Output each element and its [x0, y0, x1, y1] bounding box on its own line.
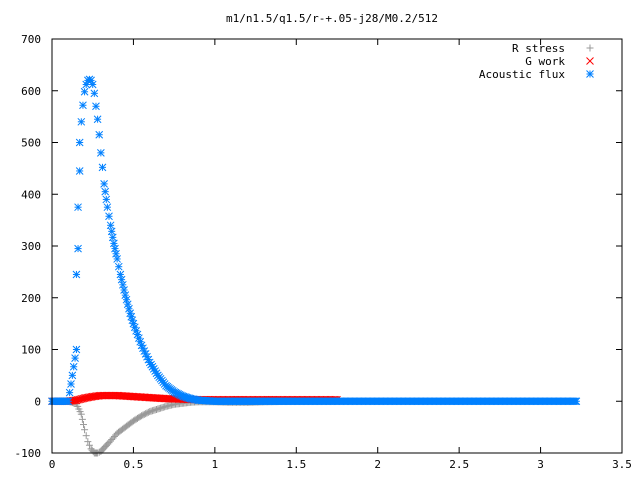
data-point [116, 270, 125, 279]
legend-marker [586, 70, 594, 78]
data-point [106, 221, 115, 230]
x-tick-label: 0 [49, 458, 56, 471]
x-tick-label: 2.5 [449, 458, 469, 471]
series-layer [48, 75, 581, 457]
data-point [572, 397, 581, 406]
data-point [75, 138, 84, 147]
y-tick-label: 100 [21, 344, 41, 357]
data-point [69, 362, 78, 371]
data-point [113, 255, 121, 263]
data-point [75, 167, 84, 175]
data-point [79, 101, 87, 110]
data-point [79, 421, 87, 429]
x-tick-label: 2 [374, 458, 381, 471]
data-point [105, 212, 113, 221]
data-point [81, 426, 89, 434]
data-point [85, 441, 93, 449]
y-tick-label: 700 [21, 33, 41, 46]
x-tick-label: 3 [537, 458, 544, 471]
data-point [120, 286, 128, 294]
data-point [92, 102, 100, 111]
data-point [65, 388, 74, 397]
data-point [78, 415, 86, 423]
data-point [111, 244, 119, 253]
data-point [84, 438, 92, 446]
x-tick-label: 1 [212, 458, 219, 471]
legend-marker [586, 44, 594, 52]
data-point [82, 432, 90, 440]
legend-label: G work [525, 55, 565, 68]
data-point [88, 80, 97, 89]
data-point [121, 291, 130, 300]
data-point [97, 148, 105, 157]
legend-label: Acoustic flux [479, 68, 565, 81]
legend-marker [586, 57, 594, 65]
data-point [74, 244, 82, 253]
y-tick-label: 200 [21, 292, 41, 305]
data-point [122, 295, 131, 304]
axis-ticks: 0 0.5 1 1.5 2 2.5 3 3.5 -100 0 100 200 300 400 500 600 7… [15, 33, 632, 471]
y-tick-label: 0 [34, 395, 41, 408]
data-point [93, 115, 102, 124]
data-point [100, 180, 108, 188]
y-tick-label: -100 [15, 447, 42, 460]
x-tick-label: 0.5 [123, 458, 143, 471]
data-point [68, 371, 77, 380]
x-tick-label: 3.5 [612, 458, 632, 471]
y-tick-label: 300 [21, 240, 41, 253]
series-acoustic-flux [48, 75, 581, 406]
data-point [112, 249, 120, 258]
data-point [71, 354, 79, 362]
data-point [90, 89, 99, 98]
legend-label: R stress [512, 42, 565, 55]
data-point [77, 117, 86, 126]
data-point [102, 195, 111, 204]
data-point [67, 380, 75, 388]
data-point [123, 300, 132, 309]
data-point [110, 239, 118, 248]
data-point [101, 187, 110, 196]
data-point [117, 275, 126, 284]
y-tick-label: 400 [21, 188, 41, 201]
chart-title: m1/n1.5/q1.5/r-+.05-j28/M0.2/512 [226, 12, 438, 25]
data-point [108, 233, 117, 242]
data-point [98, 163, 107, 172]
data-point [95, 130, 104, 139]
data-point [114, 262, 123, 271]
data-point [125, 304, 133, 313]
data-point [77, 410, 85, 418]
y-tick-label: 600 [21, 85, 41, 98]
plot-frame [51, 38, 623, 454]
data-point [80, 87, 89, 96]
data-point [107, 227, 116, 236]
data-point [72, 270, 81, 279]
data-point [72, 345, 81, 354]
data-point [103, 203, 112, 212]
y-tick-label: 500 [21, 137, 41, 150]
data-point [118, 280, 127, 289]
data-point [64, 397, 73, 406]
data-point [74, 203, 82, 212]
x-tick-label: 1.5 [286, 458, 306, 471]
